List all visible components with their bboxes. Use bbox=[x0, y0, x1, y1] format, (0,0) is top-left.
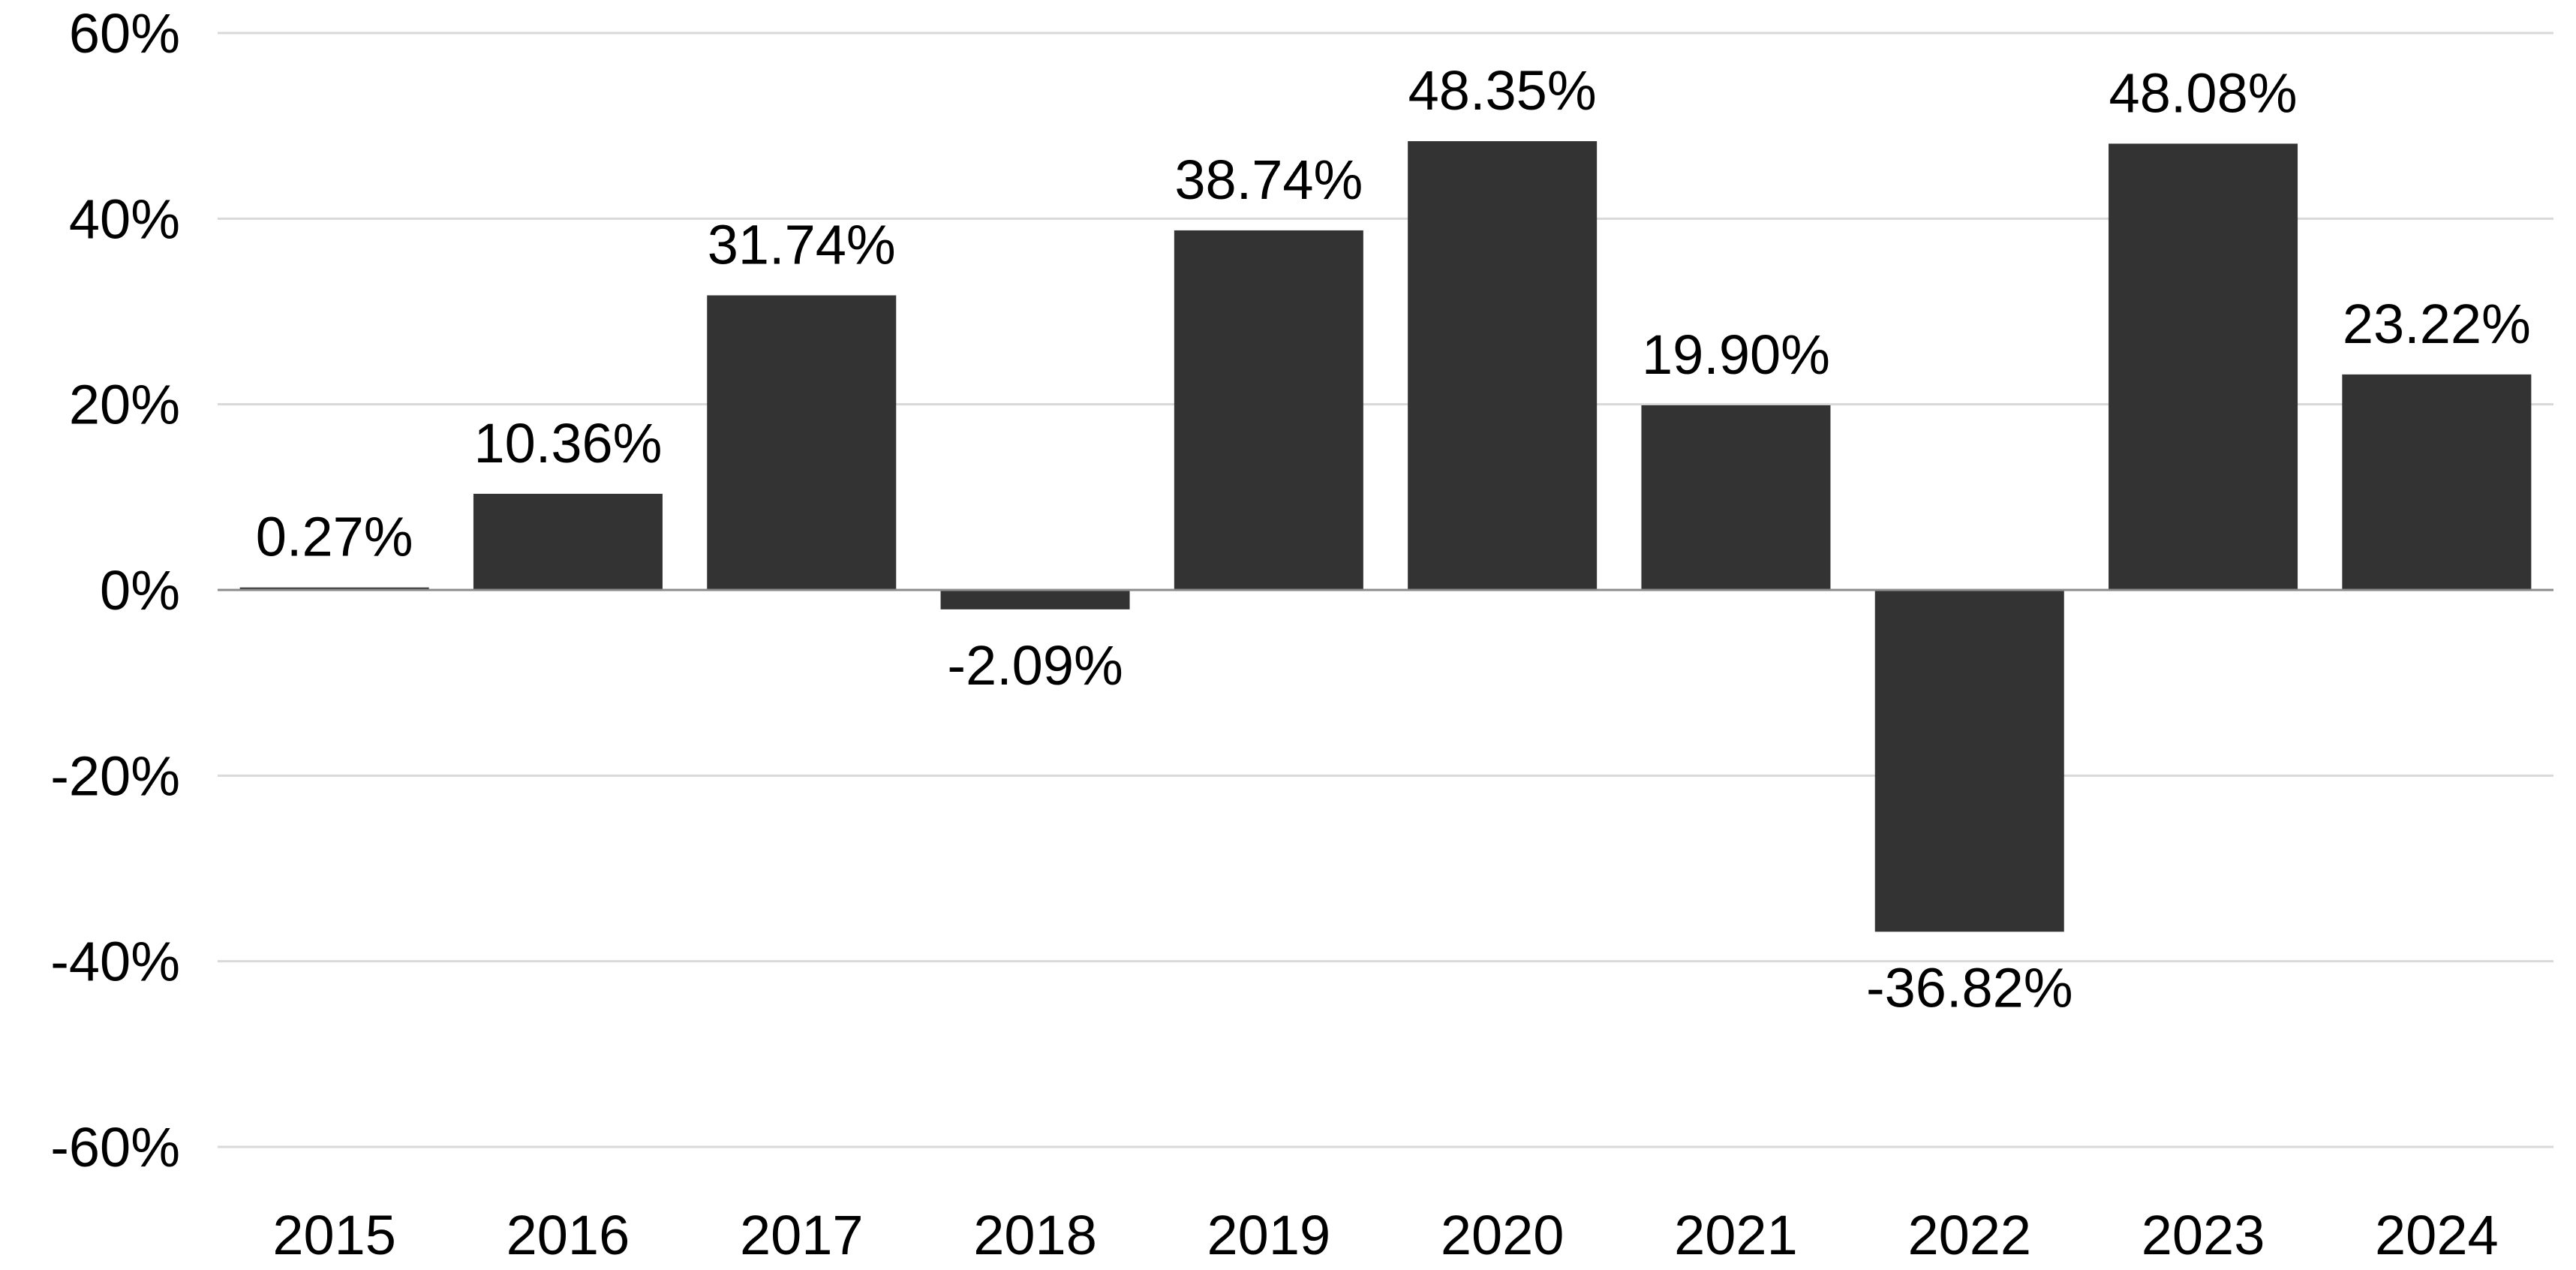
x-tick-label: 2023 bbox=[2142, 1204, 2265, 1266]
bar bbox=[1641, 405, 1831, 590]
x-tick-label: 2018 bbox=[973, 1204, 1097, 1266]
gridlines bbox=[218, 32, 2553, 1148]
bar bbox=[1874, 590, 2064, 932]
x-tick-label: 2017 bbox=[740, 1204, 864, 1266]
bar bbox=[239, 587, 429, 590]
data-label: 23.22% bbox=[2343, 293, 2531, 355]
x-tick-label: 2022 bbox=[1907, 1204, 2031, 1266]
y-tick-label: -20% bbox=[50, 745, 180, 807]
y-tick-label: 20% bbox=[69, 374, 180, 436]
bar bbox=[2342, 374, 2532, 590]
x-tick-label: 2015 bbox=[272, 1204, 396, 1266]
data-label: -2.09% bbox=[947, 634, 1123, 697]
data-label: -36.82% bbox=[1866, 956, 2073, 1019]
data-label: 10.36% bbox=[473, 412, 662, 474]
y-tick-label: 60% bbox=[69, 2, 180, 65]
y-tick-label: 0% bbox=[100, 559, 180, 621]
data-label: 19.90% bbox=[1642, 324, 1830, 386]
data-label: 31.74% bbox=[708, 213, 896, 275]
y-tick-label: -40% bbox=[50, 931, 180, 993]
data-labels: 0.27% 10.36% 31.74% -2.09% 38.74% 48.35% 19.90… bbox=[256, 59, 2531, 1019]
x-tick-label: 2016 bbox=[506, 1204, 630, 1266]
bar bbox=[1174, 230, 1363, 590]
x-tick-label: 2020 bbox=[1441, 1204, 1565, 1266]
y-axis-tick-labels: 60% 40% 20% 0% -20% -40% -60% bbox=[50, 2, 180, 1178]
x-axis-tick-labels: 2015 2016 2017 2018 2019 2020 2021 2022 2023 2024 bbox=[272, 1204, 2498, 1266]
bar bbox=[707, 295, 897, 590]
y-tick-label: 40% bbox=[69, 188, 180, 250]
x-tick-label: 2019 bbox=[1207, 1204, 1331, 1266]
data-label: 48.08% bbox=[2109, 62, 2298, 124]
bars bbox=[239, 141, 2532, 932]
bar bbox=[1408, 141, 1598, 591]
bar bbox=[2109, 143, 2298, 591]
x-tick-label: 2021 bbox=[1674, 1204, 1798, 1266]
bar bbox=[473, 493, 663, 590]
bar bbox=[940, 590, 1130, 609]
data-label: 48.35% bbox=[1408, 59, 1597, 122]
data-label: 0.27% bbox=[256, 506, 413, 568]
y-tick-label: -60% bbox=[50, 1116, 180, 1178]
data-label: 38.74% bbox=[1174, 149, 1363, 211]
x-tick-label: 2024 bbox=[2375, 1204, 2499, 1266]
